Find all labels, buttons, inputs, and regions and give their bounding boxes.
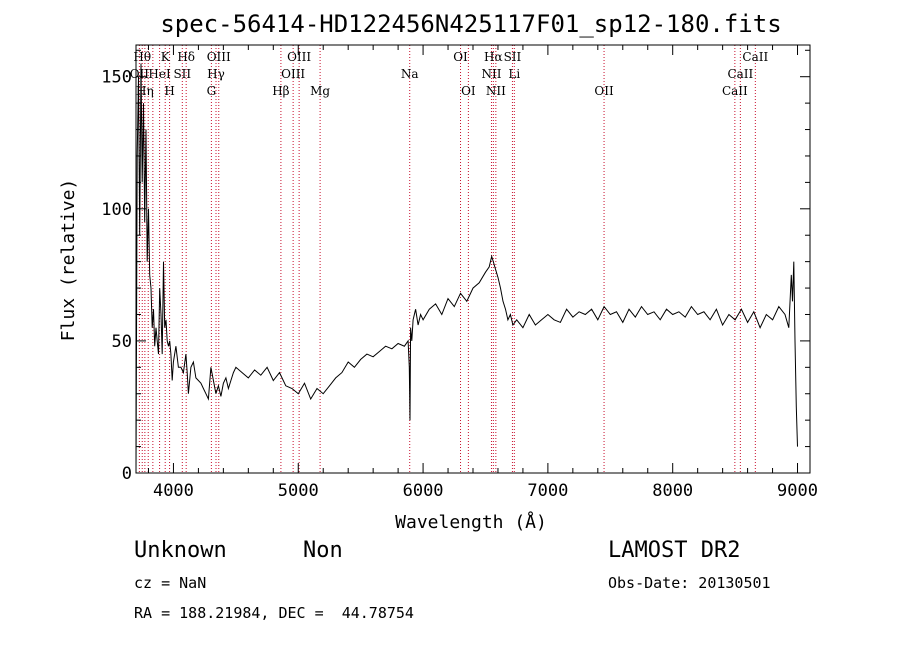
y-tick-label: 100 xyxy=(101,200,132,220)
x-axis-ticks: 4000 5000 6000 7000 8000 9000 xyxy=(147,45,818,501)
line-label: SII xyxy=(173,67,191,81)
y-axis-ticks: 0 50 100 150 xyxy=(101,49,810,484)
line-label: H xyxy=(164,84,174,98)
line-label: OIII xyxy=(207,50,231,64)
survey-name: LAMOST DR2 xyxy=(608,538,741,563)
line-label: SII xyxy=(504,50,522,64)
chart-title: spec-56414-HD122456N425117F01_sp12-180.f… xyxy=(160,10,781,38)
line-label: Hθ xyxy=(133,50,151,64)
x-tick-label: 6000 xyxy=(403,481,444,501)
plot-frame xyxy=(135,44,811,474)
line-label: OII xyxy=(594,84,614,98)
x-tick-label: 4000 xyxy=(153,481,194,501)
x-tick-label: 5000 xyxy=(278,481,319,501)
line-label: G xyxy=(207,84,217,98)
line-label: OII xyxy=(130,67,150,81)
spectrum-plot: spec-56414-HD122456N425117F01_sp12-180.f… xyxy=(58,10,818,533)
y-tick-label: 0 xyxy=(122,464,132,484)
object-subclass: Non xyxy=(303,538,343,563)
line-label: Hα xyxy=(484,50,503,64)
y-tick-label: 150 xyxy=(101,68,132,88)
coordinates: RA = 188.21984, DEC = 44.78754 xyxy=(134,604,414,622)
redshift-cz: cz = NaN xyxy=(134,574,207,592)
x-tick-label: 9000 xyxy=(777,481,818,501)
line-label: Hδ xyxy=(177,50,195,64)
line-label: OIII xyxy=(287,50,311,64)
y-tick-label: 50 xyxy=(112,332,132,352)
x-axis-label: Wavelength (Å) xyxy=(395,511,547,533)
line-label: Li xyxy=(508,67,520,81)
line-label: CaII xyxy=(722,84,748,98)
flux-series xyxy=(135,63,798,474)
x-tick-label: 8000 xyxy=(652,481,693,501)
flux-line xyxy=(135,63,798,474)
line-label: NII xyxy=(486,84,506,98)
line-label: Hβ xyxy=(272,84,289,98)
line-label: NII xyxy=(481,67,501,81)
line-label: OI xyxy=(453,50,468,64)
line-label: CaII xyxy=(727,67,753,81)
y-axis-label: Flux (relative) xyxy=(58,179,79,342)
line-label: HeI xyxy=(148,67,171,81)
object-class: Unknown xyxy=(134,538,227,563)
x-tick-label: 7000 xyxy=(527,481,568,501)
line-label: CaII xyxy=(742,50,768,64)
spectral-line-labels: OIIHθHηHeIKHSIIHδGHγOIIIHβOIIIOIIIMgNaOI… xyxy=(130,50,769,98)
spectral-line-markers xyxy=(138,45,756,473)
line-label: OI xyxy=(461,84,476,98)
line-label: Mg xyxy=(310,84,330,98)
observation-date: Obs-Date: 20130501 xyxy=(608,574,771,592)
line-label: Hγ xyxy=(207,67,225,81)
line-label: Na xyxy=(401,67,419,81)
line-label: OIII xyxy=(281,67,305,81)
line-label: K xyxy=(161,50,171,64)
